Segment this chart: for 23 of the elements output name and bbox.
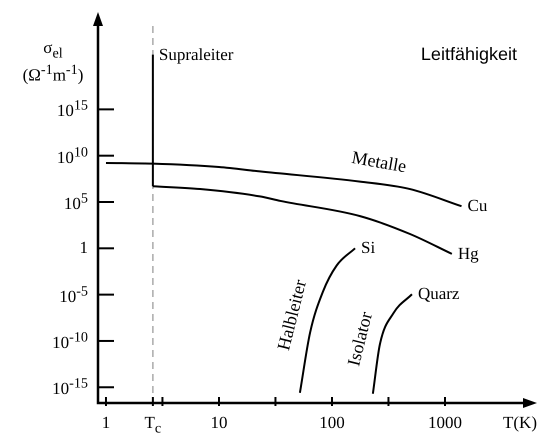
x-tick-label: T$_{c}$ xyxy=(144,413,162,437)
y-tick-label: 10$^{15}$ xyxy=(56,98,88,121)
x-tick-label: 1 xyxy=(102,413,110,433)
y-tick-label: 10$^{-10}$ xyxy=(52,329,88,353)
series-label: Si xyxy=(361,238,376,258)
series-label: Supraleiter xyxy=(158,44,234,64)
x-axis-title: T(K) xyxy=(503,413,537,433)
y-tick-label: 10$^{-5}$ xyxy=(59,283,88,306)
x-tick-label: 1000 xyxy=(428,413,462,433)
annotation: Metalle xyxy=(350,146,408,177)
series-label: Quarz xyxy=(418,284,460,304)
x-tick-label: 10 xyxy=(210,413,228,433)
x-tick-label: 100 xyxy=(319,413,345,433)
y-tick-label: 1 xyxy=(80,238,88,258)
annotation: Isolator xyxy=(343,310,376,368)
y-axis-title: σ$_{el}$ (Ω$^{-1}$m$^{-1}$) xyxy=(22,38,84,85)
series-label: Cu xyxy=(468,196,488,216)
text: Leitfähigkeit xyxy=(420,44,517,65)
annotation: Halbleiter xyxy=(273,278,311,353)
y-tick-label: 10$^{10}$ xyxy=(56,144,88,168)
y-tick-label: 10$^{5}$ xyxy=(64,190,88,214)
y-tick-label: 10$^{-15}$ xyxy=(52,376,88,399)
series-label: Hg xyxy=(458,244,479,264)
